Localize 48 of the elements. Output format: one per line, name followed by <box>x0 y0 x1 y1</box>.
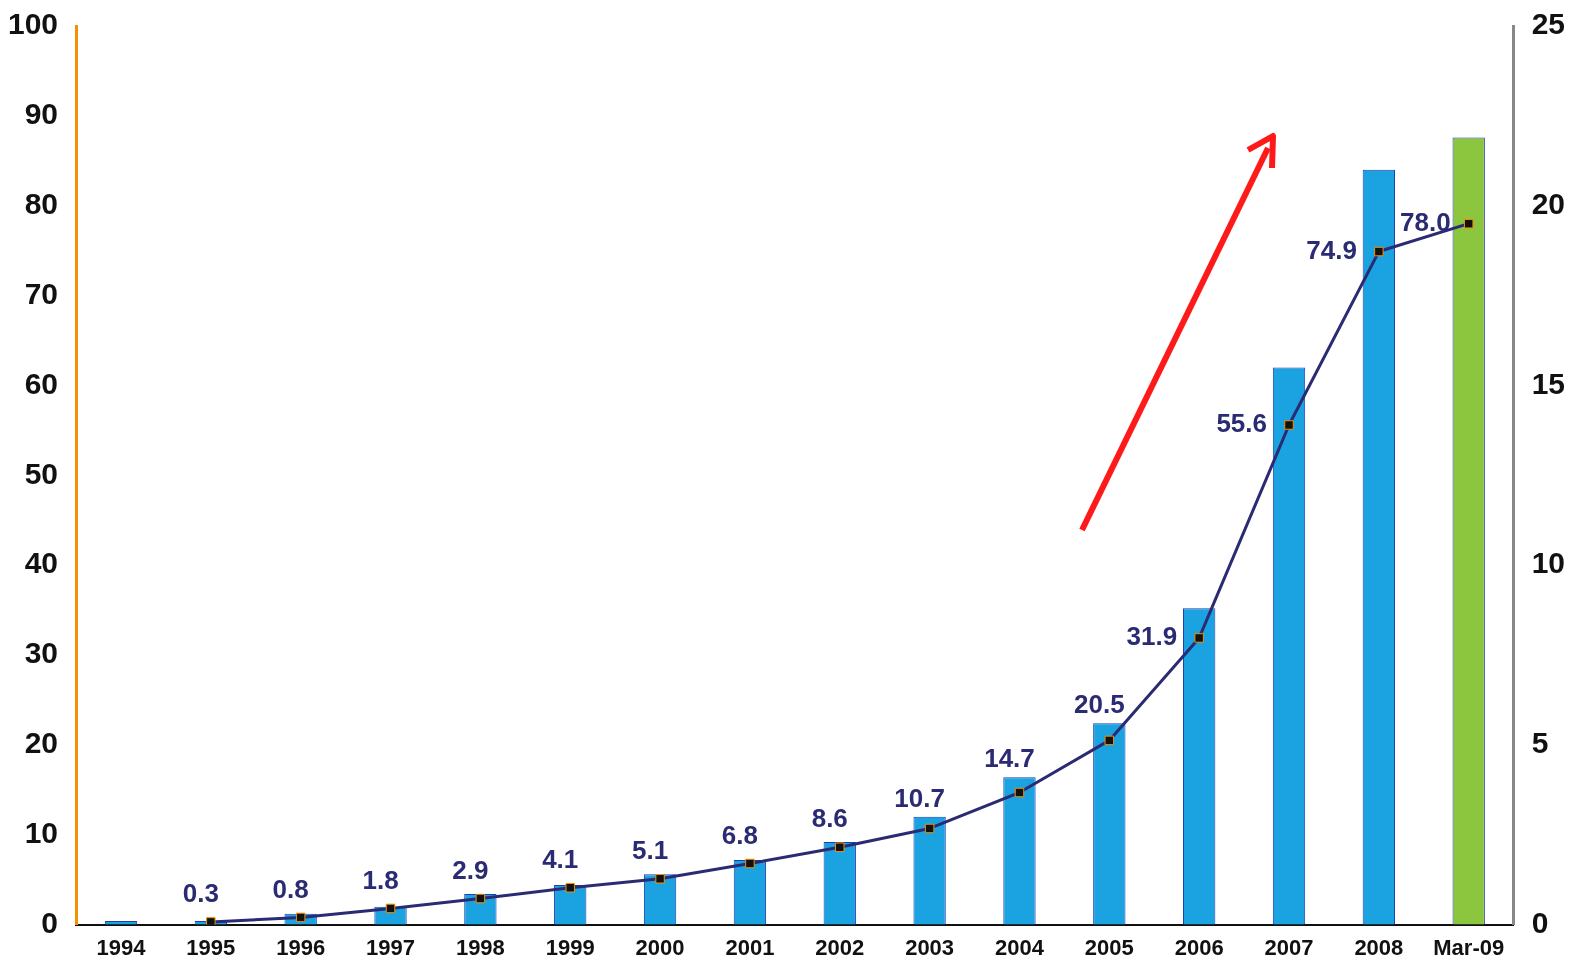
y2-tick-label: 5 <box>1531 726 1549 760</box>
x-tick-label: 2007 <box>1264 934 1314 960</box>
data-label: 20.5 <box>1074 689 1125 720</box>
x-tick-label: 1998 <box>455 934 505 960</box>
data-label: 4.1 <box>542 843 579 874</box>
x-tick-label: 2006 <box>1174 934 1224 960</box>
x-tick-label: 1997 <box>366 934 415 960</box>
y2-tick-label: 10 <box>1531 546 1566 580</box>
x-tick-label: 2008 <box>1354 934 1404 960</box>
y-tick-label: 0 <box>41 905 59 939</box>
data-label: 1.8 <box>362 864 399 895</box>
y-tick-label: 80 <box>24 186 59 220</box>
x-tick-label: 1995 <box>186 934 236 960</box>
x-tick-label: 2004 <box>994 934 1045 960</box>
x-tick-label: 2003 <box>905 934 955 960</box>
y2-tick-label: 0 <box>1531 905 1549 939</box>
x-tick-label: 1994 <box>96 934 147 960</box>
y-tick-label: 100 <box>7 7 59 41</box>
x-tick-label: 2000 <box>635 934 685 960</box>
y2-tick-label: 25 <box>1531 7 1566 41</box>
y-tick-label: 20 <box>24 726 59 760</box>
y-tick-label: 70 <box>24 276 59 310</box>
data-label: 2.9 <box>452 854 489 885</box>
y2-tick-label: 15 <box>1531 366 1566 400</box>
data-label: 10.7 <box>894 782 945 813</box>
data-label: 31.9 <box>1126 621 1178 652</box>
x-tick-label: 1996 <box>276 934 326 960</box>
x-tick-label: 1999 <box>545 934 595 960</box>
y-tick-label: 30 <box>24 636 59 670</box>
x-tick-label: Mar-09 <box>1433 934 1505 960</box>
data-label: 5.1 <box>631 834 669 865</box>
data-label: 0.8 <box>272 873 309 904</box>
x-tick-label: 2002 <box>815 934 865 960</box>
data-label: 8.6 <box>811 803 848 834</box>
data-label: 74.9 <box>1306 234 1357 265</box>
y-tick-label: 90 <box>24 97 59 131</box>
data-label: 0.3 <box>182 878 219 909</box>
y-tick-label: 50 <box>24 456 59 490</box>
y-tick-label: 60 <box>24 366 59 400</box>
data-label: 6.8 <box>721 819 758 850</box>
data-label: 14.7 <box>984 743 1035 774</box>
x-tick-label: 2005 <box>1084 934 1134 960</box>
y2-tick-label: 20 <box>1531 186 1566 220</box>
data-label: 55.6 <box>1216 408 1268 439</box>
y-tick-label: 40 <box>24 546 59 580</box>
y-tick-label: 10 <box>24 816 59 850</box>
x-tick-label: 2001 <box>725 934 775 960</box>
data-label: 78.0 <box>1400 206 1451 237</box>
